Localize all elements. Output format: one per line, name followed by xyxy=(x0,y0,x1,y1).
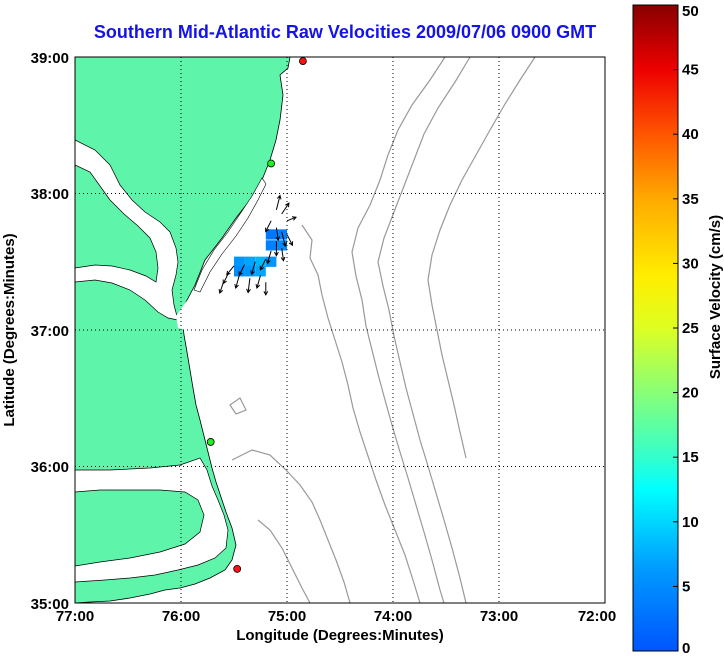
velocity-cell xyxy=(255,266,266,277)
colorbar-tick-label: 0 xyxy=(682,640,690,657)
station-marker-inactive xyxy=(298,57,307,65)
velocity-vector xyxy=(255,275,261,290)
x-tick-label: 75:00 xyxy=(268,608,306,625)
velocity-vectors xyxy=(218,194,297,296)
velocity-vector xyxy=(246,278,251,294)
velocity-cell xyxy=(255,256,266,267)
velocity-cell xyxy=(265,240,277,251)
velocity-cell xyxy=(265,229,277,240)
velocity-cells xyxy=(234,229,287,277)
plot-frame xyxy=(74,56,606,604)
colorbar-tick-label: 15 xyxy=(682,449,699,466)
colorbar-gradient xyxy=(632,4,679,652)
velocity-vector xyxy=(280,248,286,262)
velocity-vector xyxy=(275,194,282,211)
velocity-cell xyxy=(265,256,277,267)
station-marker-active xyxy=(267,159,276,168)
y-tick-label: 38:00 xyxy=(31,186,69,203)
y-tick-label: 35:00 xyxy=(31,596,69,613)
velocity-vector xyxy=(274,241,279,257)
station-marker-inactive xyxy=(233,564,242,573)
velocity-cell xyxy=(244,256,256,267)
map-grid xyxy=(75,57,605,603)
colorbar-tick-label: 20 xyxy=(682,385,699,402)
colorbar-tick-label: 10 xyxy=(682,514,699,531)
x-tick-label: 73:00 xyxy=(480,608,518,625)
station-marker-active xyxy=(206,438,215,446)
colorbar-tick-label: 25 xyxy=(682,320,699,337)
velocity-vector xyxy=(238,264,246,277)
y-tick-label: 39:00 xyxy=(31,50,69,67)
velocity-vector xyxy=(266,250,272,265)
colorbar-tick-label: 30 xyxy=(682,255,699,272)
velocity-vector xyxy=(286,216,297,222)
velocity-vector xyxy=(286,234,294,247)
velocity-cell xyxy=(276,240,287,251)
x-tick-label: 74:00 xyxy=(374,608,412,625)
map-title: Southern Mid-Atlantic Raw Velocities 200… xyxy=(93,22,597,42)
y-axis-label: Latitude (Degrees:Minutes) xyxy=(1,233,18,426)
y-axis: 39:00 38:00 37:00 36:00 35:00 Latitude (… xyxy=(1,50,69,613)
velocity-vector xyxy=(250,261,256,276)
velocity-vector xyxy=(281,202,290,215)
colorbar-ticks: 0 5 10 15 20 25 30 35 40 45 50 xyxy=(673,3,699,657)
colorbar-tick-label: 45 xyxy=(682,62,699,79)
radar-stations xyxy=(206,57,307,573)
land-mass xyxy=(75,57,291,603)
velocity-vector xyxy=(234,275,240,290)
bay-mouth xyxy=(176,292,198,330)
velocity-cell xyxy=(244,266,256,277)
velocity-vector xyxy=(265,220,272,233)
pamlico-sound xyxy=(75,457,229,583)
velocity-vector xyxy=(281,231,287,248)
colorbar-tick-label: 35 xyxy=(682,191,699,208)
velocity-vector xyxy=(263,282,269,296)
colorbar: 0 5 10 15 20 25 30 35 40 45 50 Surface Velocity (c… xyxy=(632,3,724,657)
colorbar-tick-label: 5 xyxy=(682,578,690,595)
colorbar-label: Surface Velocity (cm/s) xyxy=(707,215,724,379)
velocity-vector xyxy=(218,282,224,295)
velocity-cell xyxy=(276,229,287,240)
chesapeake-bay xyxy=(75,139,179,321)
velocity-cell xyxy=(234,256,245,267)
colorbar-tick-label: 50 xyxy=(682,3,699,20)
velocity-vector xyxy=(275,227,281,242)
x-axis: 77:00 76:00 75:00 74:00 73:00 72:00 Long… xyxy=(56,608,616,644)
y-tick-label: 37:00 xyxy=(31,323,69,340)
y-tick-label: 36:00 xyxy=(31,459,69,476)
velocity-vector xyxy=(259,258,267,271)
bathymetry-contours xyxy=(229,57,536,603)
x-tick-label: 77:00 xyxy=(56,608,94,625)
colorbar-tick-label: 40 xyxy=(682,126,699,143)
x-axis-label: Longitude (Degrees:Minutes) xyxy=(236,627,444,644)
x-tick-label: 76:00 xyxy=(162,608,200,625)
x-tick-label: 72:00 xyxy=(578,608,616,625)
delmarva-sound xyxy=(193,177,267,293)
